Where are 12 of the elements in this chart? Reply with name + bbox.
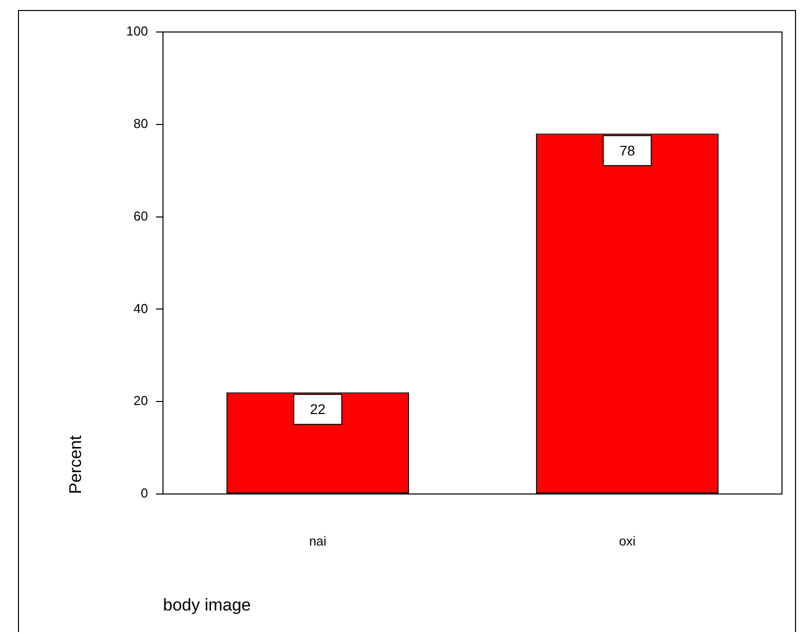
y-tick-label: 60 xyxy=(134,208,148,224)
y-tick-label: 80 xyxy=(134,116,148,131)
data-label: 22 xyxy=(310,401,326,418)
y-tick-label: 40 xyxy=(134,300,148,316)
x-tick-label: nai xyxy=(309,533,327,548)
data-label: 78 xyxy=(619,142,636,158)
y-axis-title: Percent xyxy=(66,435,85,494)
y-tick-label: 0 xyxy=(140,486,148,501)
y-tick-label: 100 xyxy=(126,24,148,39)
x-axis-title: body image xyxy=(163,595,251,614)
x-tick-label: oxi xyxy=(618,533,636,548)
y-tick-label: 20 xyxy=(134,393,148,408)
